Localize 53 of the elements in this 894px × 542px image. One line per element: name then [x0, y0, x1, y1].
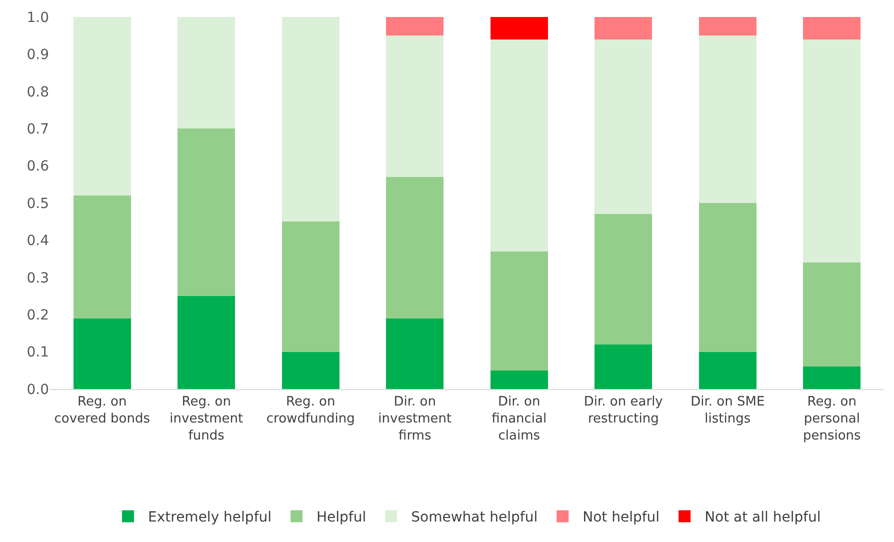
bar [282, 222, 340, 352]
legend-label: Not helpful [582, 510, 660, 526]
bar [178, 296, 236, 389]
bar [386, 36, 444, 177]
bar [73, 318, 131, 389]
bar [178, 17, 236, 129]
y-tick-label: 0.9 [26, 47, 49, 64]
y-tick-label: 0.5 [26, 196, 49, 212]
y-tick-label: 0.7 [26, 122, 49, 138]
bar [490, 39, 548, 252]
bar [386, 176, 444, 318]
legend-label: Extremely helpful [148, 510, 272, 526]
x-tick-label: Dir. on financial claims [492, 394, 547, 444]
bar [594, 39, 652, 214]
bar [73, 17, 131, 196]
x-tick-label: Reg. on covered bonds [54, 394, 150, 426]
bar [178, 128, 236, 296]
bar [594, 214, 652, 344]
y-tick-label: 1.0 [26, 10, 49, 26]
bar [698, 17, 756, 36]
y-tick-label: 0.0 [26, 382, 49, 398]
y-tick-label: 0.8 [26, 84, 49, 100]
x-tick-label: Reg. on investment funds [170, 394, 244, 444]
bar [803, 262, 861, 367]
x-tick-label: Dir. on early restructing [584, 394, 664, 426]
bar [490, 17, 548, 40]
bar [73, 196, 131, 318]
bar [803, 366, 861, 389]
bar [282, 17, 340, 222]
x-tick-label: Dir. on SME listings [690, 394, 765, 426]
bar [594, 17, 652, 40]
y-tick-label: 0.3 [26, 270, 49, 286]
bar [594, 344, 652, 389]
legend-label: Not at all helpful [704, 510, 821, 526]
bar [282, 352, 340, 389]
y-tick-label: 0.2 [26, 308, 49, 324]
bar [803, 17, 861, 40]
legend-label: Somewhat helpful [411, 510, 538, 526]
bar [698, 203, 756, 352]
bar [490, 370, 548, 389]
legend-label: Helpful [316, 510, 366, 526]
x-tick-label: Reg. on crowdfunding [266, 394, 355, 426]
bar [490, 251, 548, 370]
x-tick-label: Reg. on personal pensions [802, 394, 862, 444]
bar [386, 17, 444, 36]
bar [803, 39, 861, 263]
y-tick-label: 0.4 [26, 233, 50, 250]
x-tick-label: Dir. on investment firms [378, 394, 452, 444]
bar [386, 318, 444, 389]
bar [698, 36, 756, 203]
y-tick-label: 0.1 [26, 344, 49, 361]
bar [698, 352, 756, 389]
y-tick-label: 0.6 [26, 158, 50, 175]
